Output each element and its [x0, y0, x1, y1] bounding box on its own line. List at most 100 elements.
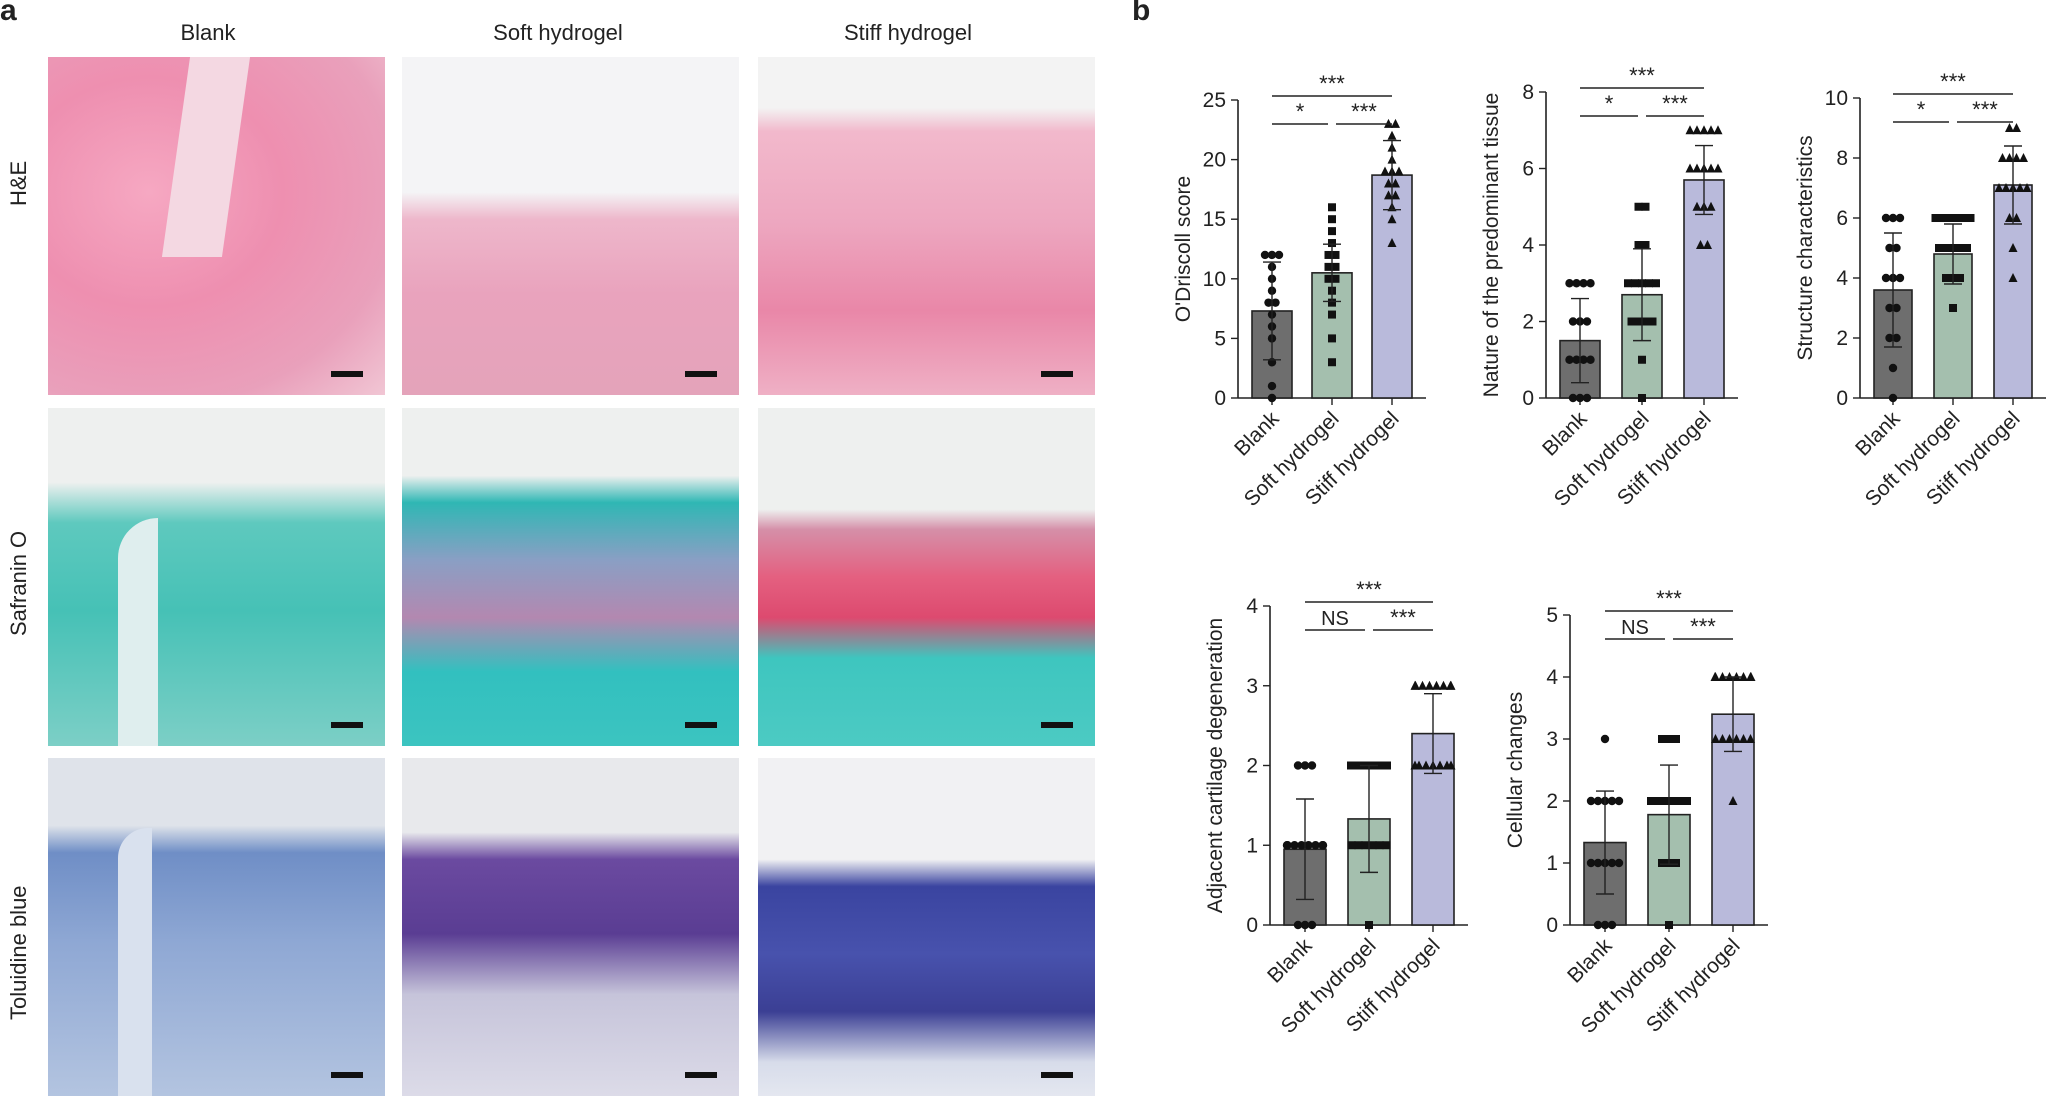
- data-point: [1368, 841, 1377, 850]
- toluidine-blue-soft-hydrogel-image: [402, 758, 739, 1096]
- data-point: [1706, 163, 1716, 173]
- data-point: [1435, 760, 1445, 770]
- data-point: [1732, 734, 1741, 743]
- data-point: [1935, 244, 1943, 252]
- data-point: [2005, 123, 2014, 132]
- data-point: [1728, 796, 1738, 805]
- significance-label: ***: [1319, 71, 1345, 96]
- data-point: [1931, 214, 1940, 222]
- data-point: [1711, 672, 1720, 681]
- data-point: [1593, 796, 1603, 806]
- data-point: [2008, 273, 2018, 282]
- y-tick-label: 4: [1246, 595, 1258, 618]
- y-tick-label: 0: [1836, 387, 1848, 410]
- y-tick-label: 3: [1546, 728, 1558, 751]
- data-point: [1328, 310, 1336, 319]
- data-point: [1421, 760, 1431, 770]
- data-point: [1391, 190, 1400, 200]
- data-point: [1267, 381, 1277, 391]
- scale-bar: [685, 371, 717, 377]
- data-point: [1267, 250, 1277, 260]
- data-point: [1593, 920, 1603, 930]
- data-point: [1938, 214, 1947, 222]
- data-point: [1387, 238, 1397, 248]
- y-axis-label: Cellular changes: [1504, 692, 1527, 848]
- data-point: [1713, 163, 1723, 173]
- data-point: [1634, 317, 1643, 326]
- y-tick-label: 10: [1825, 87, 1848, 110]
- data-point: [1572, 355, 1581, 364]
- data-point: [1586, 355, 1595, 364]
- significance-label: ***: [1972, 97, 1998, 122]
- y-tick-label: 5: [1546, 604, 1558, 627]
- y-tick-label: 8: [1836, 147, 1848, 170]
- data-point: [1881, 213, 1891, 223]
- data-point: [1881, 273, 1891, 283]
- data-point: [1942, 244, 1950, 252]
- data-point: [1966, 214, 1975, 222]
- data-point: [2005, 153, 2014, 162]
- data-point: [1703, 240, 1712, 249]
- data-point: [1631, 279, 1639, 288]
- data-point: [2012, 153, 2021, 162]
- data-point: [1746, 734, 1755, 743]
- data-point: [1568, 317, 1578, 326]
- data-point: [1699, 125, 1709, 135]
- data-point: [1328, 227, 1336, 236]
- data-point: [1607, 920, 1617, 930]
- significance-label: *: [1605, 91, 1614, 116]
- bar: [1683, 179, 1725, 399]
- data-point: [1645, 279, 1653, 288]
- data-point: [1638, 355, 1646, 364]
- data-point: [1267, 393, 1277, 403]
- data-point: [1328, 334, 1336, 343]
- data-point: [1641, 241, 1650, 249]
- data-point: [1586, 858, 1596, 868]
- scale-bar: [1041, 371, 1073, 377]
- data-point: [1658, 859, 1666, 867]
- scale-bar: [331, 722, 363, 728]
- data-point: [1685, 125, 1695, 135]
- data-point: [1575, 393, 1585, 403]
- data-point: [1382, 841, 1391, 850]
- data-point: [1324, 274, 1333, 283]
- data-point: [1718, 734, 1727, 743]
- data-point: [1994, 183, 2004, 192]
- data-point: [1892, 333, 1901, 343]
- y-tick-label: 6: [1836, 207, 1848, 230]
- data-point: [1725, 734, 1734, 743]
- significance-label: ***: [1351, 99, 1377, 124]
- data-point: [1304, 841, 1313, 850]
- y-tick-label: 2: [1836, 327, 1848, 350]
- data-point: [2019, 153, 2028, 162]
- data-point: [1324, 250, 1333, 259]
- y-tick-label: 2: [1246, 755, 1258, 778]
- significance-label: NS: [1621, 617, 1649, 639]
- data-point: [1328, 239, 1336, 248]
- x-tick-label: Blank: [1230, 407, 1284, 461]
- data-point: [1672, 859, 1680, 867]
- data-point: [1614, 858, 1624, 868]
- data-point: [1391, 118, 1400, 128]
- data-point: [1998, 153, 2007, 162]
- toluidine-blue-stiff-hydrogel-image: [758, 758, 1095, 1096]
- data-point: [1672, 735, 1680, 743]
- scale-bar: [1041, 722, 1073, 728]
- significance-label: *: [1296, 99, 1305, 124]
- data-point: [1307, 761, 1317, 770]
- data-point: [1647, 797, 1656, 805]
- data-point: [1683, 797, 1691, 805]
- panel-a-label: a: [0, 0, 17, 27]
- data-point: [1675, 797, 1684, 805]
- data-point: [1274, 250, 1284, 260]
- data-point: [1347, 761, 1356, 770]
- data-point: [1411, 680, 1420, 690]
- y-tick-label: 4: [1546, 666, 1558, 689]
- data-point: [1888, 213, 1898, 223]
- significance-label: ***: [1656, 586, 1682, 611]
- data-point: [1328, 203, 1336, 212]
- y-axis-label: Adjacent cartilage degeneration: [1204, 618, 1227, 913]
- data-point: [1318, 841, 1328, 850]
- data-point: [1956, 274, 1964, 282]
